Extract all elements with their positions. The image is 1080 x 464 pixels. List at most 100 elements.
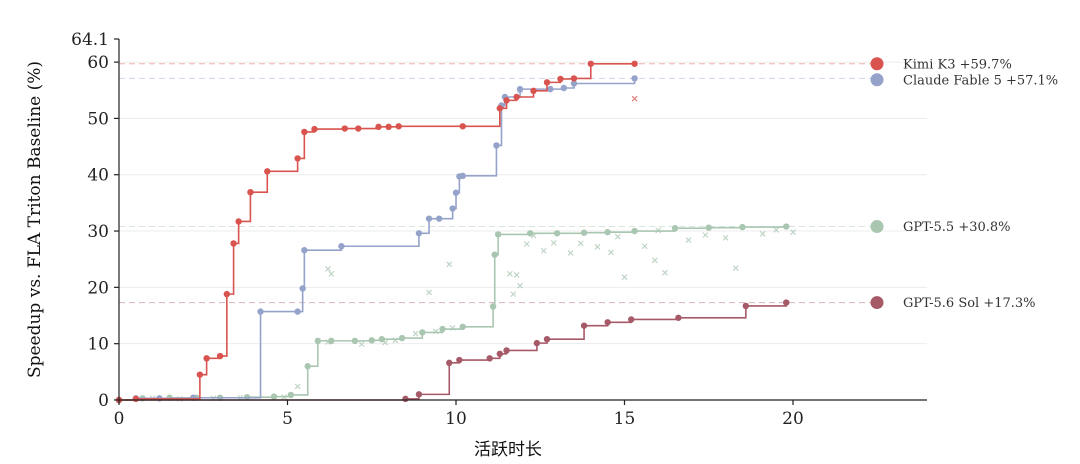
data-point-gpt-5-5-19 — [491, 251, 498, 258]
legend-item-claude-fable-5: Claude Fable 5 +57.1% — [870, 73, 1058, 88]
data-point-kimi-k3-10 — [294, 155, 301, 162]
rejected-marker-gpt-5-5-35 — [325, 265, 331, 272]
rejected-marker-gpt-5-5-28 — [685, 237, 692, 243]
data-point-claude-fable-5-4 — [257, 308, 264, 315]
x-tick-label-0: 0 — [114, 409, 125, 429]
data-point-kimi-k3-2 — [196, 371, 204, 378]
data-point-kimi-k3-25 — [570, 75, 578, 82]
data-point-gpt-5-5-23 — [580, 229, 588, 236]
data-point-gpt-5-6-sol-3 — [446, 359, 453, 367]
data-point-gpt-5-5-25 — [631, 227, 638, 235]
rejected-marker-gpt-5-5-38 — [446, 261, 453, 268]
rejected-marker-gpt-5-5-37 — [426, 289, 432, 296]
rejected-marker-gpt-5-5-20 — [567, 250, 574, 256]
rejected-marker-kimi-k3-0 — [631, 95, 638, 102]
data-point-gpt-5-6-sol-6 — [496, 350, 504, 358]
rejected-marker-gpt-5-5-31 — [732, 265, 739, 272]
data-point-kimi-k3-16 — [385, 123, 392, 131]
data-point-gpt-5-6-sol-10 — [580, 322, 588, 329]
rejected-marker-gpt-5-5-18 — [540, 247, 547, 254]
series-lines — [115, 60, 790, 404]
data-point-kimi-k3-26 — [587, 60, 594, 67]
data-point-claude-fable-5-8 — [338, 243, 345, 250]
x-tick-label-15: 15 — [614, 409, 636, 429]
data-point-gpt-5-6-sol-2 — [415, 391, 423, 398]
data-point-gpt-5-5-29 — [783, 223, 790, 230]
data-point-gpt-5-5-10 — [328, 337, 335, 345]
rejected-marker-gpt-5-5-19 — [550, 239, 557, 246]
data-point-gpt-5-5-11 — [351, 337, 359, 345]
series-line-gpt-5-5 — [119, 226, 788, 401]
data-point-claude-fable-5-7 — [301, 246, 308, 254]
rejected-marker-gpt-5-5-34 — [790, 229, 796, 236]
rejected-marker-gpt-5-5-36 — [328, 270, 335, 277]
data-point-gpt-5-5-14 — [398, 334, 406, 342]
data-point-claude-fable-5-12 — [449, 205, 456, 212]
data-point-kimi-k3-1 — [132, 395, 140, 403]
data-point-gpt-5-5-16 — [439, 325, 446, 333]
data-point-gpt-5-5-24 — [604, 228, 611, 236]
rejected-marker-gpt-5-5-21 — [577, 240, 584, 247]
data-point-gpt-5-5-12 — [368, 337, 375, 344]
data-point-kimi-k3-27 — [631, 60, 638, 67]
data-point-kimi-k3-19 — [496, 105, 504, 112]
data-point-gpt-5-5-22 — [553, 230, 561, 237]
data-point-gpt-5-6-sol-7 — [503, 347, 510, 354]
rejected-marker-gpt-5-5-15 — [517, 282, 523, 289]
data-point-kimi-k3-23 — [543, 79, 551, 86]
y-tick-label-30: 30 — [87, 222, 109, 242]
data-point-kimi-k3-12 — [311, 125, 318, 133]
legend-marker-kimi-k3 — [870, 57, 884, 71]
data-point-kimi-k3-17 — [395, 123, 402, 130]
legend-label-gpt-5-6-sol: GPT-5.6 Sol +17.3% — [903, 296, 1036, 311]
rejected-marker-gpt-5-5-33 — [773, 226, 780, 233]
legend-label-claude-fable-5: Claude Fable 5 +57.1% — [903, 73, 1058, 88]
x-axis-label: 活跃时长 — [474, 440, 542, 460]
rejected-marker-gpt-5-5-40 — [614, 233, 621, 240]
data-point-gpt-5-6-sol-11 — [604, 319, 611, 326]
legend: Kimi K3 +59.7%Claude Fable 5 +57.1% GPT-5… — [870, 57, 1058, 311]
data-point-gpt-5-5-17 — [459, 323, 466, 330]
x-tick-label-10: 10 — [445, 409, 467, 429]
data-point-claude-fable-5-5 — [294, 308, 301, 315]
legend-item-kimi-k3: Kimi K3 +59.7% — [870, 57, 1012, 72]
data-point-gpt-5-6-sol-14 — [742, 302, 750, 310]
data-point-gpt-5-5-21 — [526, 230, 534, 237]
data-point-gpt-5-5-8 — [304, 363, 311, 370]
y-tick-label-10: 10 — [87, 335, 109, 355]
legend-marker-gpt-5-6-sol — [870, 296, 884, 310]
axes — [118, 39, 927, 401]
data-point-kimi-k3-24 — [557, 75, 564, 83]
y-tick-label-0: 0 — [98, 391, 109, 411]
data-point-gpt-5-5-15 — [419, 329, 426, 336]
rejected-marker-gpt-5-5-26 — [651, 257, 658, 264]
data-point-gpt-5-6-sol-12 — [628, 316, 635, 323]
data-point-claude-fable-5-23 — [631, 75, 638, 82]
data-point-gpt-5-5-28 — [739, 223, 746, 231]
data-point-gpt-5-5-20 — [494, 231, 502, 238]
data-point-kimi-k3-18 — [459, 123, 466, 130]
data-point-gpt-5-5-27 — [705, 224, 712, 231]
rejected-marker-gpt-5-5-22 — [594, 243, 601, 250]
rejected-marker-gpt-5-5-16 — [510, 291, 517, 298]
series-gpt-5-6-sol — [115, 299, 790, 404]
data-point-claude-fable-5-15 — [459, 172, 466, 180]
data-point-gpt-5-5-18 — [489, 303, 497, 310]
data-point-gpt-5-6-sol-5 — [486, 355, 493, 362]
legend-label-kimi-k3: Kimi K3 +59.7% — [903, 57, 1012, 72]
data-point-gpt-5-6-sol-15 — [783, 299, 790, 306]
data-point-kimi-k3-20 — [503, 97, 510, 104]
y-tick-label-40: 40 — [87, 166, 109, 186]
x-tick-label-20: 20 — [782, 409, 804, 429]
rejected-marker-gpt-5-5-23 — [608, 249, 614, 256]
data-point-claude-fable-5-10 — [425, 215, 433, 222]
data-point-claude-fable-5-9 — [415, 230, 423, 237]
data-point-claude-fable-5-16 — [493, 142, 500, 149]
y-tick-label-50: 50 — [87, 109, 109, 129]
y-axis-label: Speedup vs. FLA Triton Baseline (%) — [25, 61, 45, 378]
legend-marker-claude-fable-5 — [870, 73, 884, 87]
data-point-kimi-k3-13 — [341, 125, 348, 132]
x-tick-label-5: 5 — [282, 409, 293, 429]
data-point-kimi-k3-4 — [216, 352, 224, 360]
